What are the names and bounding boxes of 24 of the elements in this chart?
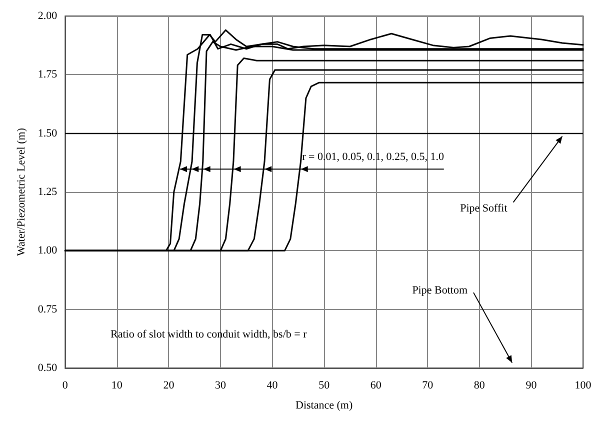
y-tick-label: 0.75 [38, 303, 58, 316]
y-tick-label: 1.50 [38, 127, 58, 140]
x-tick-label: 100 [574, 380, 592, 392]
x-tick-label: 40 [266, 380, 278, 392]
x-axis-title: Distance (m) [296, 400, 353, 412]
x-tick-label: 70 [422, 380, 434, 392]
y-tick-label: 1.25 [38, 186, 58, 198]
x-tick-label: 0 [62, 380, 68, 392]
annotation: Pipe Soffit [460, 202, 508, 214]
x-tick-label: 10 [111, 380, 123, 392]
y-tick-label: 0.50 [38, 362, 58, 374]
x-tick-label: 50 [318, 380, 330, 392]
y-axis-title: Water/Piezometric Level (m) [16, 128, 28, 256]
annotation: r = 0.01, 0.05, 0.1, 0.25, 0.5, 1.0 [302, 150, 444, 163]
annotation: Ratio of slot width to conduit width, bs/b = r [110, 328, 308, 341]
x-tick-label: 20 [163, 380, 175, 392]
x-tick-label: 60 [370, 380, 382, 392]
y-tick-label: 2.00 [38, 10, 58, 22]
annotation: Pipe Bottom [412, 284, 468, 297]
x-tick-label: 90 [526, 380, 538, 392]
x-tick-label: 30 [215, 380, 227, 392]
y-tick-label: 1.75 [38, 68, 58, 81]
y-tick-label: 1.00 [38, 244, 58, 257]
x-tick-label: 80 [474, 380, 486, 392]
